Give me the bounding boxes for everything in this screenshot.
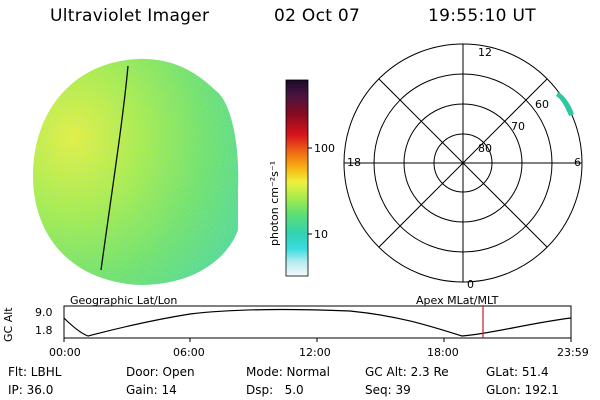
mlt-label-18: 18 xyxy=(347,156,361,169)
mode-info: Mode: Normal xyxy=(246,365,330,379)
filter-info: Flt: LBHL xyxy=(8,365,62,379)
seq-info: Seq: 39 xyxy=(365,383,411,397)
xtick-1200: 12:00 xyxy=(299,346,331,359)
mlat-label-80: 80 xyxy=(478,142,492,155)
xtick-0600: 06:00 xyxy=(173,346,205,359)
aurora-patch xyxy=(556,92,574,116)
dsp-info: Dsp: 5.0 xyxy=(246,383,304,397)
gain-info: Gain: 14 xyxy=(126,383,177,397)
mlt-label-0: 0 xyxy=(467,278,474,291)
altitude-curve xyxy=(63,308,572,337)
colorbar-tick-10: 10 xyxy=(314,228,328,241)
geographic-caption: Geographic Lat/Lon xyxy=(70,294,178,307)
mlat-label-70: 70 xyxy=(511,120,525,133)
ytick-9: 9.0 xyxy=(35,306,53,319)
glon-info: GLon: 192.1 xyxy=(486,383,559,397)
date-label: 02 Oct 07 xyxy=(274,6,361,26)
gc-alt-info: GC Alt: 2.3 Re xyxy=(365,365,449,379)
xtick-0000: 00:00 xyxy=(49,346,81,359)
glat-info: GLat: 51.4 xyxy=(486,365,549,379)
mlt-label-6: 6 xyxy=(574,156,581,169)
mlat-label-60: 60 xyxy=(535,98,549,111)
xtick-1800: 18:00 xyxy=(427,346,459,359)
time-label: 19:55:10 UT xyxy=(428,6,536,26)
ytick-1.8: 1.8 xyxy=(35,324,53,337)
mlt-label-12: 12 xyxy=(478,46,492,59)
xtick-2359: 23:59 xyxy=(557,346,589,359)
ip-info: IP: 36.0 xyxy=(8,383,54,397)
colorbar-tick-100: 100 xyxy=(314,142,335,155)
instrument-title: Ultraviolet Imager xyxy=(50,6,210,26)
door-info: Door: Open xyxy=(126,365,195,379)
apex-caption: Apex MLat/MLT xyxy=(416,294,499,307)
